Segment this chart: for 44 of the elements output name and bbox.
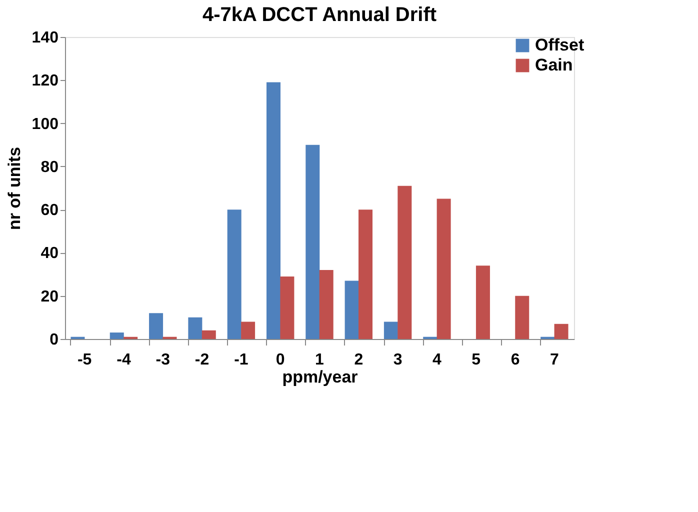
y-tick-label: 40 bbox=[40, 245, 59, 262]
x-tick-label: -3 bbox=[156, 352, 170, 368]
bar bbox=[110, 332, 124, 339]
legend-label: Gain bbox=[535, 56, 573, 74]
bar bbox=[306, 144, 320, 339]
x-tick-label: 0 bbox=[276, 352, 285, 368]
x-tick-label: 6 bbox=[510, 352, 520, 368]
chart-title: 4-7kA DCCT Annual Drift bbox=[202, 4, 437, 26]
x-tick-label: -5 bbox=[77, 352, 92, 368]
bar bbox=[398, 186, 412, 339]
legend-label: Offset bbox=[535, 36, 584, 54]
bar bbox=[280, 276, 294, 339]
y-tick-label: 80 bbox=[40, 158, 59, 176]
x-tick-label: -2 bbox=[194, 352, 210, 368]
bar bbox=[515, 296, 530, 339]
x-tick-label: 1 bbox=[315, 352, 324, 368]
y-tick-label: 100 bbox=[32, 116, 59, 133]
x-tick-label: 3 bbox=[393, 352, 402, 368]
x-tick-label: 7 bbox=[550, 352, 559, 368]
y-tick-label: 20 bbox=[40, 288, 59, 306]
y-tick-label: 60 bbox=[40, 202, 59, 220]
bar bbox=[554, 324, 568, 339]
bar bbox=[241, 322, 256, 339]
bar bbox=[202, 330, 216, 339]
bar bbox=[149, 313, 164, 339]
bar bbox=[436, 198, 451, 339]
x-axis-title: ppm/year bbox=[282, 368, 358, 386]
bar bbox=[188, 317, 202, 339]
bar bbox=[266, 82, 280, 339]
x-tick-label: 5 bbox=[472, 352, 481, 368]
x-tick-label: -4 bbox=[116, 352, 131, 368]
y-tick-label: 120 bbox=[32, 72, 59, 90]
bar bbox=[227, 210, 242, 339]
bar bbox=[476, 266, 490, 339]
y-tick-label: 0 bbox=[50, 332, 59, 348]
y-axis-title: nr of units bbox=[4, 146, 24, 230]
bar bbox=[344, 280, 359, 339]
y-tick-label: 140 bbox=[32, 30, 59, 46]
bar bbox=[358, 210, 373, 339]
bar bbox=[384, 322, 398, 339]
bar bbox=[319, 270, 334, 339]
x-tick-label: 4 bbox=[432, 352, 442, 368]
x-tick-label: -1 bbox=[234, 352, 248, 368]
x-tick-label: 2 bbox=[354, 352, 364, 368]
